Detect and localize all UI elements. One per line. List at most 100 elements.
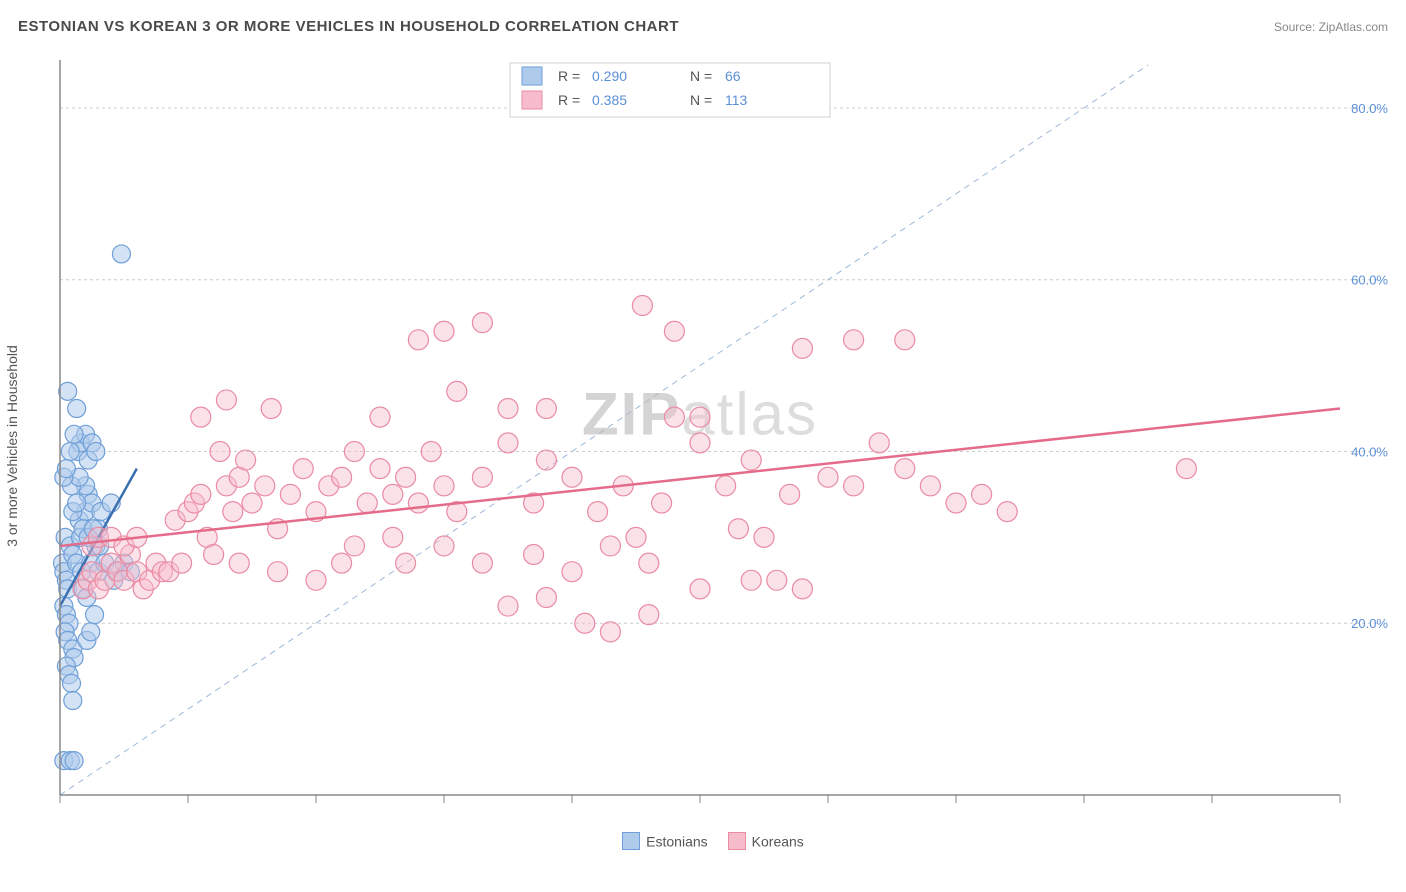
scatter-point <box>639 553 659 573</box>
scatter-point <box>64 692 82 710</box>
scatter-point <box>754 527 774 547</box>
scatter-point <box>421 441 441 461</box>
scatter-point <box>68 494 86 512</box>
scatter-point <box>112 245 130 263</box>
legend-n-value: 113 <box>725 92 748 108</box>
scatter-point <box>792 579 812 599</box>
scatter-point <box>306 570 326 590</box>
legend-label: Koreans <box>752 833 804 849</box>
legend-r-value: 0.385 <box>592 92 627 108</box>
scatter-point <box>690 433 710 453</box>
source-label: Source: ZipAtlas.com <box>1274 20 1388 34</box>
scatter-point <box>780 484 800 504</box>
scatter-point <box>997 502 1017 522</box>
scatter-point <box>434 476 454 496</box>
x-min-label: 0.0% <box>52 812 84 815</box>
scatter-point <box>268 562 288 582</box>
scatter-point <box>498 433 518 453</box>
scatter-point <box>741 570 761 590</box>
legend-r-label: R = <box>558 92 580 108</box>
x-max-label: 100.0% <box>1333 812 1380 815</box>
scatter-point <box>191 484 211 504</box>
title-bar: ESTONIAN VS KOREAN 3 OR MORE VEHICLES IN… <box>18 18 1388 42</box>
scatter-point <box>600 622 620 642</box>
scatter-point <box>82 623 100 641</box>
scatter-point <box>280 484 300 504</box>
scatter-point <box>229 553 249 573</box>
scatter-point <box>536 450 556 470</box>
scatter-point <box>716 476 736 496</box>
scatter-point <box>383 484 403 504</box>
y-tick-label: 60.0% <box>1351 273 1388 288</box>
y-tick-label: 20.0% <box>1351 616 1388 631</box>
scatter-point <box>626 527 646 547</box>
scatter-point <box>472 313 492 333</box>
scatter-point <box>383 527 403 547</box>
scatter-point <box>1176 459 1196 479</box>
scatter-point <box>895 459 915 479</box>
scatter-point <box>68 400 86 418</box>
scatter-point <box>632 295 652 315</box>
scatter-point <box>844 330 864 350</box>
legend-swatch <box>522 67 542 85</box>
scatter-point <box>652 493 672 513</box>
scatter-point <box>447 381 467 401</box>
scatter-point <box>370 459 390 479</box>
scatter-point <box>65 425 83 443</box>
scatter-point <box>293 459 313 479</box>
bottom-legend: Estonians Koreans <box>0 832 1406 850</box>
legend-n-value: 66 <box>725 68 741 84</box>
scatter-point <box>818 467 838 487</box>
scatter-point <box>63 674 81 692</box>
scatter-point <box>972 484 992 504</box>
scatter-point <box>191 407 211 427</box>
scatter-point <box>741 450 761 470</box>
scatter-point <box>396 553 416 573</box>
scatter-point <box>562 467 582 487</box>
scatter-point <box>434 536 454 556</box>
scatter-plot: 20.0%40.0%60.0%80.0%ZIPatlasR =0.290N =6… <box>50 55 1390 815</box>
scatter-point <box>524 545 544 565</box>
legend-swatch <box>728 832 746 850</box>
scatter-point <box>370 407 390 427</box>
scatter-point <box>690 407 710 427</box>
scatter-point <box>408 493 428 513</box>
scatter-point <box>59 382 77 400</box>
legend-swatch <box>622 832 640 850</box>
scatter-point <box>65 752 83 770</box>
scatter-point <box>242 493 262 513</box>
scatter-point <box>344 441 364 461</box>
scatter-point <box>344 536 364 556</box>
y-tick-label: 80.0% <box>1351 101 1388 116</box>
scatter-point <box>575 613 595 633</box>
scatter-point <box>946 493 966 513</box>
scatter-point <box>61 442 79 460</box>
scatter-point <box>869 433 889 453</box>
scatter-point <box>498 399 518 419</box>
scatter-point <box>600 536 620 556</box>
chart-area: 20.0%40.0%60.0%80.0%ZIPatlasR =0.290N =6… <box>50 55 1390 815</box>
scatter-point <box>664 321 684 341</box>
scatter-point <box>472 467 492 487</box>
chart-title: ESTONIAN VS KOREAN 3 OR MORE VEHICLES IN… <box>18 18 679 35</box>
scatter-point <box>332 467 352 487</box>
scatter-point <box>223 502 243 522</box>
legend-label: Estonians <box>646 833 707 849</box>
scatter-point <box>895 330 915 350</box>
scatter-point <box>690 579 710 599</box>
scatter-point <box>792 338 812 358</box>
legend-n-label: N = <box>690 68 712 84</box>
scatter-point <box>357 493 377 513</box>
scatter-point <box>844 476 864 496</box>
scatter-point <box>396 467 416 487</box>
scatter-point <box>498 596 518 616</box>
scatter-point <box>204 545 224 565</box>
scatter-point <box>87 442 105 460</box>
y-axis-label: 3 or more Vehicles in Household <box>4 345 20 547</box>
scatter-point <box>639 605 659 625</box>
scatter-point <box>255 476 275 496</box>
y-tick-label: 40.0% <box>1351 444 1388 459</box>
scatter-point <box>434 321 454 341</box>
scatter-point <box>588 502 608 522</box>
scatter-point <box>728 519 748 539</box>
